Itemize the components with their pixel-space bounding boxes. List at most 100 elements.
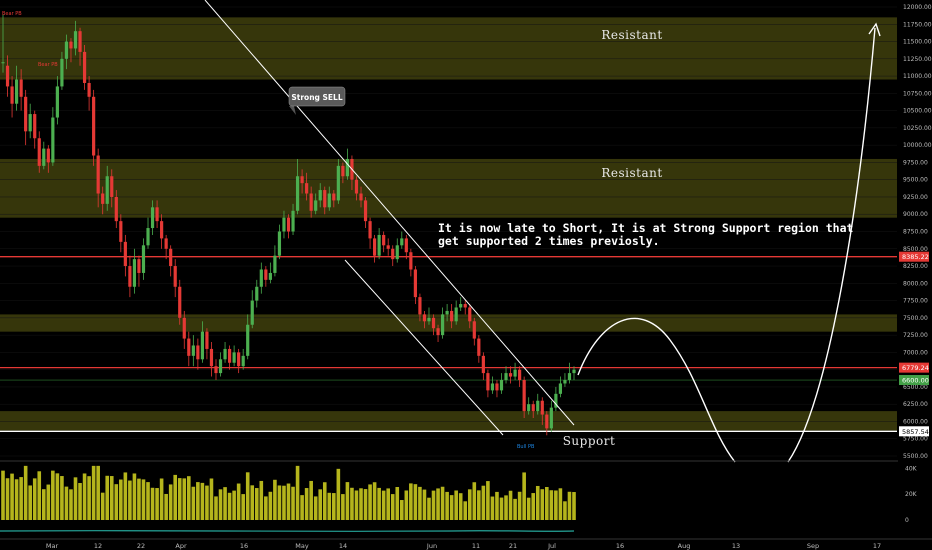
candle — [10, 76, 14, 118]
volume-bar — [73, 477, 78, 520]
candle-body — [450, 310, 454, 322]
candle-body — [332, 193, 336, 201]
volume-bar — [41, 489, 46, 520]
candle — [508, 366, 513, 384]
candle — [536, 393, 540, 415]
time-tick-label: 12 — [94, 542, 102, 550]
candle-body — [110, 176, 114, 197]
volume-bar — [517, 491, 522, 520]
candle-body — [554, 393, 558, 408]
candle-body — [504, 373, 508, 381]
candle-body — [69, 41, 73, 49]
candle-body — [246, 324, 250, 356]
candle-body — [237, 352, 241, 367]
volume-tick-label: 20K — [905, 491, 918, 498]
candle — [101, 186, 105, 215]
candle — [187, 331, 191, 367]
volume-bar — [191, 486, 196, 520]
volume-bar — [164, 493, 168, 520]
volume-bar — [354, 490, 359, 520]
candle-body — [178, 286, 182, 318]
volume-bar — [28, 485, 32, 520]
candle-body — [341, 165, 345, 177]
candle — [504, 366, 508, 384]
volume-bar — [69, 489, 73, 520]
candle-body — [223, 348, 227, 360]
candle — [178, 279, 182, 325]
candle-body — [481, 355, 485, 374]
volume-bar — [522, 472, 526, 520]
candle-body — [78, 31, 82, 52]
volume-bar — [32, 478, 37, 520]
candle — [182, 310, 186, 349]
zone-label-support: Support — [563, 434, 616, 448]
candle-body — [549, 407, 553, 429]
zone-0 — [0, 17, 897, 80]
volume-bar — [318, 489, 323, 520]
volume-bar — [1, 470, 5, 520]
volume-bar — [78, 483, 82, 520]
candle-body — [572, 369, 576, 374]
candle — [105, 165, 109, 211]
volume-bar — [477, 490, 481, 520]
volume-bar — [490, 496, 495, 520]
candle-body — [309, 193, 313, 211]
candle — [60, 51, 64, 90]
candle-body — [241, 355, 245, 367]
volume-bar — [359, 488, 363, 520]
candle — [250, 290, 254, 329]
candle — [237, 348, 241, 374]
volume-bar — [563, 501, 567, 520]
pattern-label: Bear PB — [38, 62, 58, 68]
price-tick-label: 10000.00 — [903, 142, 932, 149]
volume-bar — [137, 478, 141, 520]
price-label-0: 8385.22 — [899, 251, 929, 262]
volume-bar — [168, 484, 173, 520]
candle-body — [137, 259, 141, 273]
volume-bar — [182, 478, 187, 520]
volume-bar — [422, 489, 427, 520]
volume-bar — [119, 479, 123, 520]
volume-bar — [381, 490, 386, 520]
price-label-3: 5857.54 — [899, 426, 929, 437]
candle-body — [146, 228, 150, 246]
volume-bar — [332, 493, 336, 520]
candle — [123, 234, 127, 277]
candle-body — [268, 272, 272, 280]
volume-bar — [431, 490, 436, 520]
time-tick-label: 22 — [137, 542, 145, 550]
candle — [386, 238, 390, 256]
candle — [373, 234, 377, 263]
candle-body — [119, 221, 123, 242]
candle-body — [28, 114, 32, 132]
candle — [295, 158, 300, 215]
candle-body — [191, 345, 195, 356]
candle — [318, 183, 322, 208]
candle-body — [51, 117, 55, 163]
candle — [527, 397, 531, 415]
callout-box — [288, 86, 346, 107]
candle — [332, 190, 336, 208]
candle-body — [413, 269, 417, 298]
time-tick-label: 14 — [339, 542, 347, 550]
candle — [518, 366, 522, 387]
candle-body — [19, 79, 23, 97]
candle — [200, 321, 204, 363]
volume-bar — [336, 468, 341, 520]
candle-body — [486, 373, 490, 391]
candle — [128, 255, 132, 298]
candle — [359, 186, 363, 208]
volume-bar — [277, 485, 282, 520]
candle-body — [531, 404, 535, 412]
volume-bar — [19, 477, 23, 520]
price-label-text: 8385.22 — [902, 253, 929, 261]
candle-body — [96, 155, 100, 194]
volume-bar — [304, 488, 309, 520]
volume-bar — [495, 491, 499, 520]
candle — [558, 376, 563, 398]
candle — [554, 386, 558, 412]
candle-body — [518, 369, 522, 381]
price-label-bg — [899, 426, 929, 437]
